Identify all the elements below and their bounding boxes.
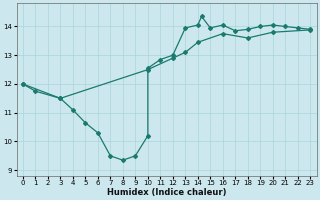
X-axis label: Humidex (Indice chaleur): Humidex (Indice chaleur) xyxy=(107,188,226,197)
